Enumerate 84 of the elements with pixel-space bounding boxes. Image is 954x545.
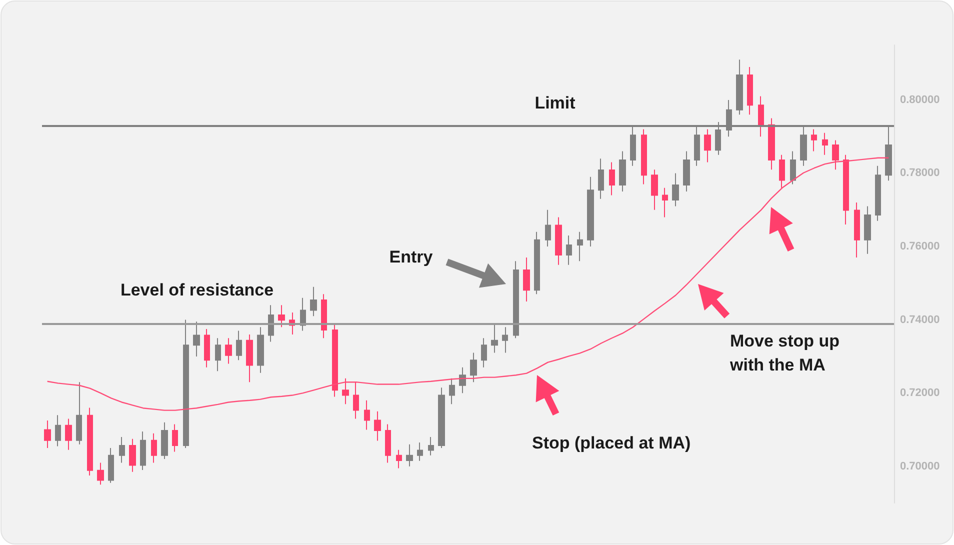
candlestick xyxy=(151,432,157,464)
candlestick xyxy=(704,128,711,163)
candlestick xyxy=(246,334,253,383)
candlestick xyxy=(310,286,317,317)
candlestick xyxy=(875,165,881,222)
candlestick xyxy=(577,231,583,262)
candlestick xyxy=(609,162,615,196)
candlestick xyxy=(385,424,391,464)
line-series xyxy=(46,157,890,411)
candlestick xyxy=(545,209,551,248)
candlestick xyxy=(822,132,828,156)
y-tick-label: 0.76000 xyxy=(900,240,940,253)
candlestick xyxy=(321,294,327,339)
candlestick xyxy=(364,400,370,430)
candlestick xyxy=(768,118,775,170)
candlestick xyxy=(257,326,264,374)
candlestick xyxy=(449,378,455,405)
candlestick xyxy=(215,338,221,372)
candlestick xyxy=(76,382,82,445)
candlestick xyxy=(534,231,540,295)
candlestick xyxy=(641,128,647,185)
annotation: Entry xyxy=(389,248,434,266)
candlestick xyxy=(55,414,61,447)
candlestick xyxy=(672,172,679,207)
candlestick xyxy=(651,169,658,210)
candlestick xyxy=(811,128,817,152)
candlestick xyxy=(193,321,200,357)
candlestick xyxy=(843,154,849,226)
candlestick xyxy=(438,387,445,449)
y-tick-label: 0.70000 xyxy=(900,460,940,472)
candlestick xyxy=(396,449,402,469)
candlestick xyxy=(683,150,690,192)
candlestick xyxy=(555,216,562,266)
candlestick xyxy=(332,322,338,398)
candlestick xyxy=(790,150,796,185)
candlestick xyxy=(736,59,743,116)
candlestick xyxy=(513,260,519,339)
candlestick xyxy=(428,436,434,456)
candlestick xyxy=(470,352,477,383)
candlestick xyxy=(481,338,487,368)
candlestick xyxy=(587,176,594,248)
candlestick xyxy=(129,438,136,472)
candlestick xyxy=(491,322,498,354)
candlestick xyxy=(662,187,668,218)
candlestick xyxy=(140,431,146,471)
candlestick xyxy=(374,410,381,442)
annotation: Move stop up with the MA xyxy=(729,332,840,374)
candlestick xyxy=(598,158,604,200)
y-tick-label: 0.80000 xyxy=(900,94,940,106)
candlestick xyxy=(44,420,51,449)
candlestick xyxy=(204,328,210,368)
annotation: Stop (placed at MA) xyxy=(532,434,691,452)
candlestick xyxy=(459,366,466,394)
candlestick xyxy=(183,319,189,449)
candlestick xyxy=(87,407,93,476)
candlestick xyxy=(342,378,349,405)
candlestick xyxy=(172,424,178,452)
candlestick xyxy=(417,442,423,462)
ref-line-label: Limit xyxy=(534,94,576,112)
ref-line-label: Level of resistance xyxy=(120,280,274,300)
candlestick xyxy=(97,462,104,486)
candlestick xyxy=(619,150,626,192)
candlestick xyxy=(268,304,274,342)
candlestick xyxy=(406,444,413,467)
candlestick xyxy=(758,96,764,138)
y-tick-label: 0.74000 xyxy=(900,314,940,326)
candlestick xyxy=(353,382,359,420)
candlestick xyxy=(236,330,242,361)
candlestick xyxy=(854,202,860,258)
candlestick xyxy=(832,140,839,170)
candlestick xyxy=(779,154,785,188)
candlestick xyxy=(65,418,72,450)
candlestick xyxy=(108,448,114,484)
y-tick-label: 0.78000 xyxy=(900,167,940,180)
candlestick xyxy=(747,66,753,116)
candlestick xyxy=(864,206,871,254)
y-tick-label: 0.72000 xyxy=(900,387,940,400)
candlestick xyxy=(225,338,232,364)
candlestick xyxy=(161,422,168,460)
candlestick xyxy=(566,235,572,266)
candlestick xyxy=(523,257,530,302)
candlestick xyxy=(502,326,508,354)
candlestick xyxy=(119,436,125,464)
candlestick xyxy=(278,304,285,328)
